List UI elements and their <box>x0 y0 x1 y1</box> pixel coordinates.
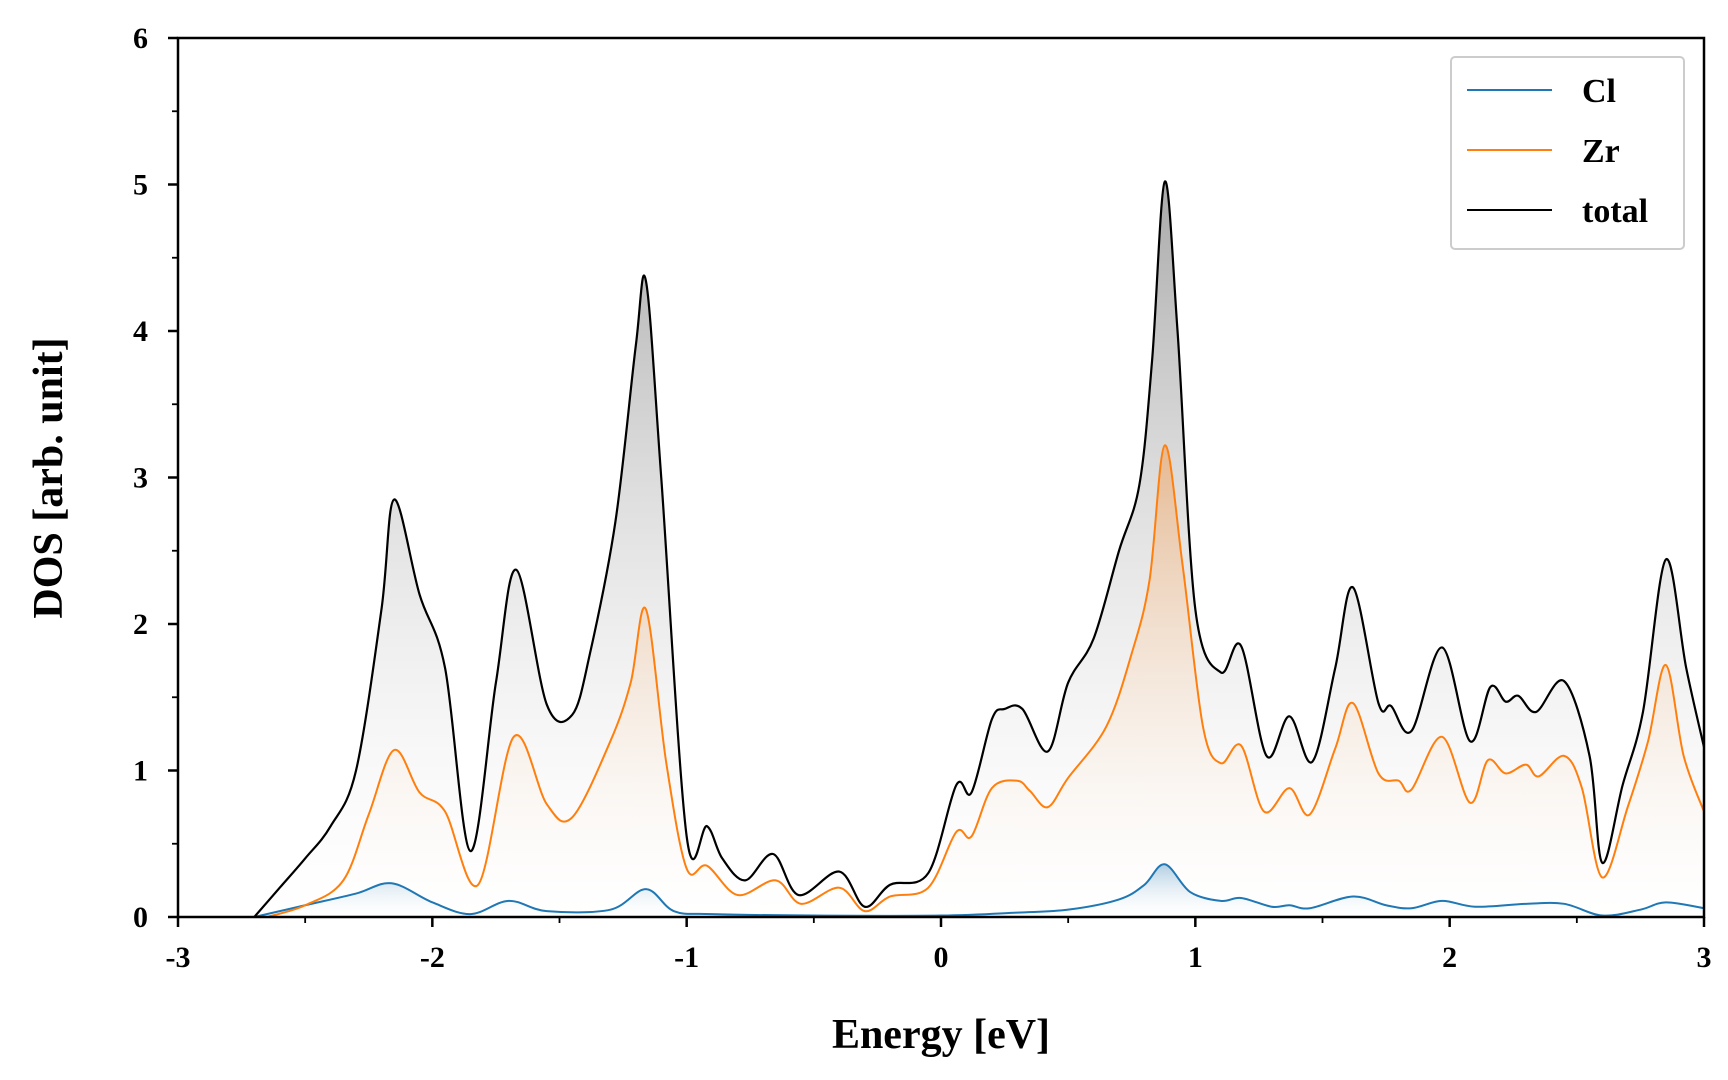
x-tick-label: -1 <box>674 941 699 974</box>
x-tick-label: -3 <box>166 941 191 974</box>
y-axis-title: DOS [arb. unit] <box>26 337 72 618</box>
series-line-zr <box>266 444 1704 917</box>
y-tick-label: 4 <box>133 315 148 348</box>
series-fill-zr <box>267 445 1704 917</box>
legend-label-zr: Zr <box>1582 133 1620 170</box>
x-tick-label: -2 <box>420 941 445 974</box>
x-tick-label: 2 <box>1442 941 1457 974</box>
y-tick-label: 3 <box>133 462 148 495</box>
y-tick-label: 2 <box>133 608 148 641</box>
legend-label-cl: Cl <box>1582 73 1616 110</box>
x-axis-title: Energy [eV] <box>832 1012 1050 1058</box>
legend-box <box>1450 56 1685 250</box>
x-tick-label: 0 <box>934 941 949 974</box>
legend-label-total: total <box>1582 193 1648 230</box>
y-tick-label: 6 <box>133 22 148 55</box>
y-tick-label: 5 <box>133 169 148 202</box>
series-fill-cl <box>254 864 1704 917</box>
x-tick-label: 1 <box>1188 941 1203 974</box>
y-tick-label: 1 <box>133 755 148 788</box>
y-tick-label: 0 <box>133 901 148 934</box>
series-line-total <box>253 180 1704 917</box>
series-line-cl <box>254 863 1704 917</box>
x-tick-label: 3 <box>1697 941 1712 974</box>
legend: Cl Zr total <box>1450 56 1685 250</box>
